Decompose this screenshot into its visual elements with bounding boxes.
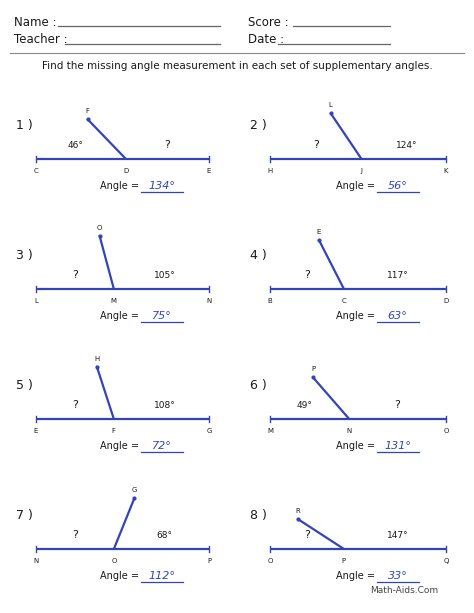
Text: Angle =: Angle = [336, 441, 374, 451]
Text: Date :: Date : [248, 33, 284, 46]
Text: 8 ): 8 ) [250, 509, 267, 522]
Text: H: H [267, 168, 273, 174]
Text: 68°: 68° [156, 530, 173, 539]
Text: ?: ? [72, 530, 78, 540]
Text: G: G [132, 487, 137, 493]
Text: P: P [207, 558, 211, 564]
Text: 2 ): 2 ) [250, 118, 267, 132]
Text: 6 ): 6 ) [250, 378, 267, 392]
Text: 49°: 49° [297, 400, 312, 409]
Text: F: F [86, 109, 90, 115]
Text: 4 ): 4 ) [250, 248, 267, 262]
Text: K: K [444, 168, 448, 174]
Text: 134°: 134° [148, 181, 175, 191]
Text: F: F [112, 428, 116, 434]
Text: 63°: 63° [388, 311, 408, 321]
Text: P: P [342, 558, 346, 564]
Text: E: E [207, 168, 211, 174]
Text: ?: ? [72, 270, 78, 280]
Text: L: L [329, 102, 333, 109]
Text: 1 ): 1 ) [16, 118, 33, 132]
Text: 46°: 46° [68, 140, 84, 150]
Text: ?: ? [72, 400, 78, 410]
Text: O: O [443, 428, 449, 434]
Text: O: O [111, 558, 117, 564]
Text: Angle =: Angle = [100, 441, 139, 451]
Text: ?: ? [395, 400, 401, 410]
Text: D: D [123, 168, 128, 174]
Text: 72°: 72° [152, 441, 172, 451]
Text: 5 ): 5 ) [16, 378, 33, 392]
Text: ?: ? [164, 140, 171, 150]
Text: Find the missing angle measurement in each set of supplementary angles.: Find the missing angle measurement in ea… [42, 61, 432, 71]
Text: ?: ? [304, 270, 310, 280]
Text: 117°: 117° [387, 270, 409, 280]
Text: ?: ? [313, 140, 319, 150]
Text: 147°: 147° [387, 530, 409, 539]
Text: E: E [34, 428, 38, 434]
Text: N: N [346, 428, 352, 434]
Text: O: O [97, 225, 102, 231]
Text: L: L [34, 298, 38, 304]
Text: ?: ? [304, 530, 310, 540]
Text: R: R [295, 508, 300, 514]
Text: Angle =: Angle = [100, 311, 139, 321]
Text: 105°: 105° [154, 270, 175, 280]
Text: 3 ): 3 ) [16, 248, 33, 262]
Text: O: O [267, 558, 273, 564]
Text: P: P [311, 367, 315, 373]
Text: Angle =: Angle = [336, 311, 374, 321]
Text: G: G [206, 428, 212, 434]
Text: C: C [34, 168, 38, 174]
Text: 75°: 75° [152, 311, 172, 321]
Text: 56°: 56° [388, 181, 408, 191]
Text: 108°: 108° [154, 400, 175, 409]
Text: D: D [443, 298, 448, 304]
Text: Score :: Score : [248, 16, 289, 29]
Text: 124°: 124° [396, 140, 418, 150]
Text: Math-Aids.Com: Math-Aids.Com [370, 586, 438, 595]
Text: N: N [206, 298, 211, 304]
Text: N: N [33, 558, 38, 564]
Text: J: J [361, 168, 363, 174]
Text: Angle =: Angle = [100, 571, 139, 581]
Text: M: M [111, 298, 117, 304]
Text: Angle =: Angle = [100, 181, 139, 191]
Text: 33°: 33° [388, 571, 408, 581]
Text: Name :: Name : [14, 16, 56, 29]
Text: M: M [267, 428, 273, 434]
Text: C: C [342, 298, 346, 304]
Text: H: H [94, 356, 100, 362]
Text: 131°: 131° [384, 441, 411, 451]
Text: Q: Q [443, 558, 449, 564]
Text: 7 ): 7 ) [16, 509, 33, 522]
Text: 112°: 112° [148, 571, 175, 581]
Text: Angle =: Angle = [336, 571, 374, 581]
Text: E: E [317, 229, 321, 235]
Text: B: B [268, 298, 273, 304]
Text: Teacher :: Teacher : [14, 33, 68, 46]
Text: Angle =: Angle = [336, 181, 374, 191]
